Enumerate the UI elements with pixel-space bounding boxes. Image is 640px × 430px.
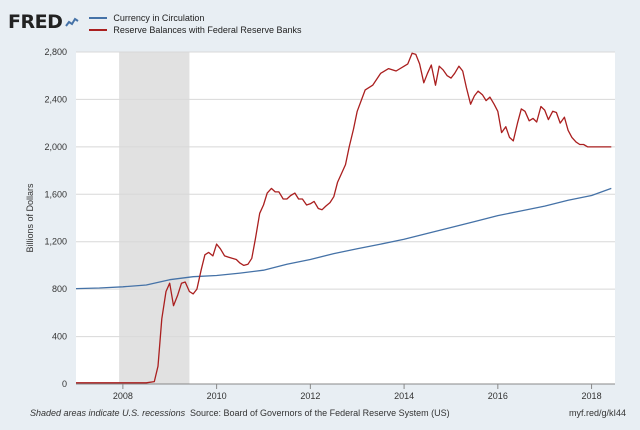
legend-swatch-reserves bbox=[89, 29, 108, 31]
x-tick-label-2014: 2014 bbox=[394, 391, 414, 401]
short-url[interactable]: myf.red/g/kI44 bbox=[568, 408, 626, 418]
y-tick-label-0: 0 bbox=[62, 379, 67, 389]
y-axis-label: Billions of Dollars bbox=[25, 183, 35, 253]
chart-header: FRED Currency in Circulation Reserve Bal… bbox=[8, 12, 301, 42]
x-tick-label-2010: 2010 bbox=[207, 391, 227, 401]
legend-swatch-currency bbox=[89, 17, 108, 19]
chart-legend: Currency in Circulation Reserve Balances… bbox=[89, 12, 301, 36]
chart-footer: Shaded areas indicate U.S. recessions So… bbox=[0, 408, 640, 422]
y-tick-label-1600: 1,600 bbox=[44, 189, 67, 199]
y-tick-label-1200: 1,200 bbox=[44, 237, 67, 247]
recession-band-0 bbox=[119, 52, 190, 384]
y-tick-label-2000: 2,000 bbox=[44, 142, 67, 152]
x-tick-label-2012: 2012 bbox=[300, 391, 320, 401]
fred-logo-graph-icon bbox=[65, 17, 79, 27]
x-tick-label-2008: 2008 bbox=[113, 391, 133, 401]
x-tick-label-2016: 2016 bbox=[488, 391, 508, 401]
legend-item-reserves: Reserve Balances with Federal Reserve Ba… bbox=[89, 24, 301, 36]
y-tick-label-400: 400 bbox=[52, 332, 67, 342]
series-line-reserves bbox=[76, 52, 612, 384]
y-tick-label-2800: 2,800 bbox=[44, 47, 67, 57]
x-tick-label-2018: 2018 bbox=[582, 391, 602, 401]
y-tick-label-800: 800 bbox=[52, 284, 67, 294]
y-tick-label-2400: 2,400 bbox=[44, 94, 67, 104]
fred-logo-text: FRED bbox=[8, 11, 63, 33]
legend-label-reserves: Reserve Balances with Federal Reserve Ba… bbox=[113, 25, 302, 35]
fred-logo: FRED bbox=[8, 12, 79, 32]
series-line-currency bbox=[75, 187, 612, 290]
source-text: Source: Board of Governors of the Federa… bbox=[190, 408, 450, 418]
recession-note: Shaded areas indicate U.S. recessions bbox=[30, 408, 186, 418]
legend-label-currency: Currency in Circulation bbox=[113, 13, 205, 23]
legend-item-currency: Currency in Circulation bbox=[89, 12, 301, 24]
